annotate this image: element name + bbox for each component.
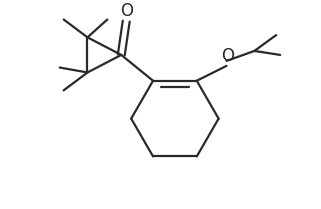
Text: O: O bbox=[221, 47, 234, 65]
Text: O: O bbox=[120, 2, 133, 20]
